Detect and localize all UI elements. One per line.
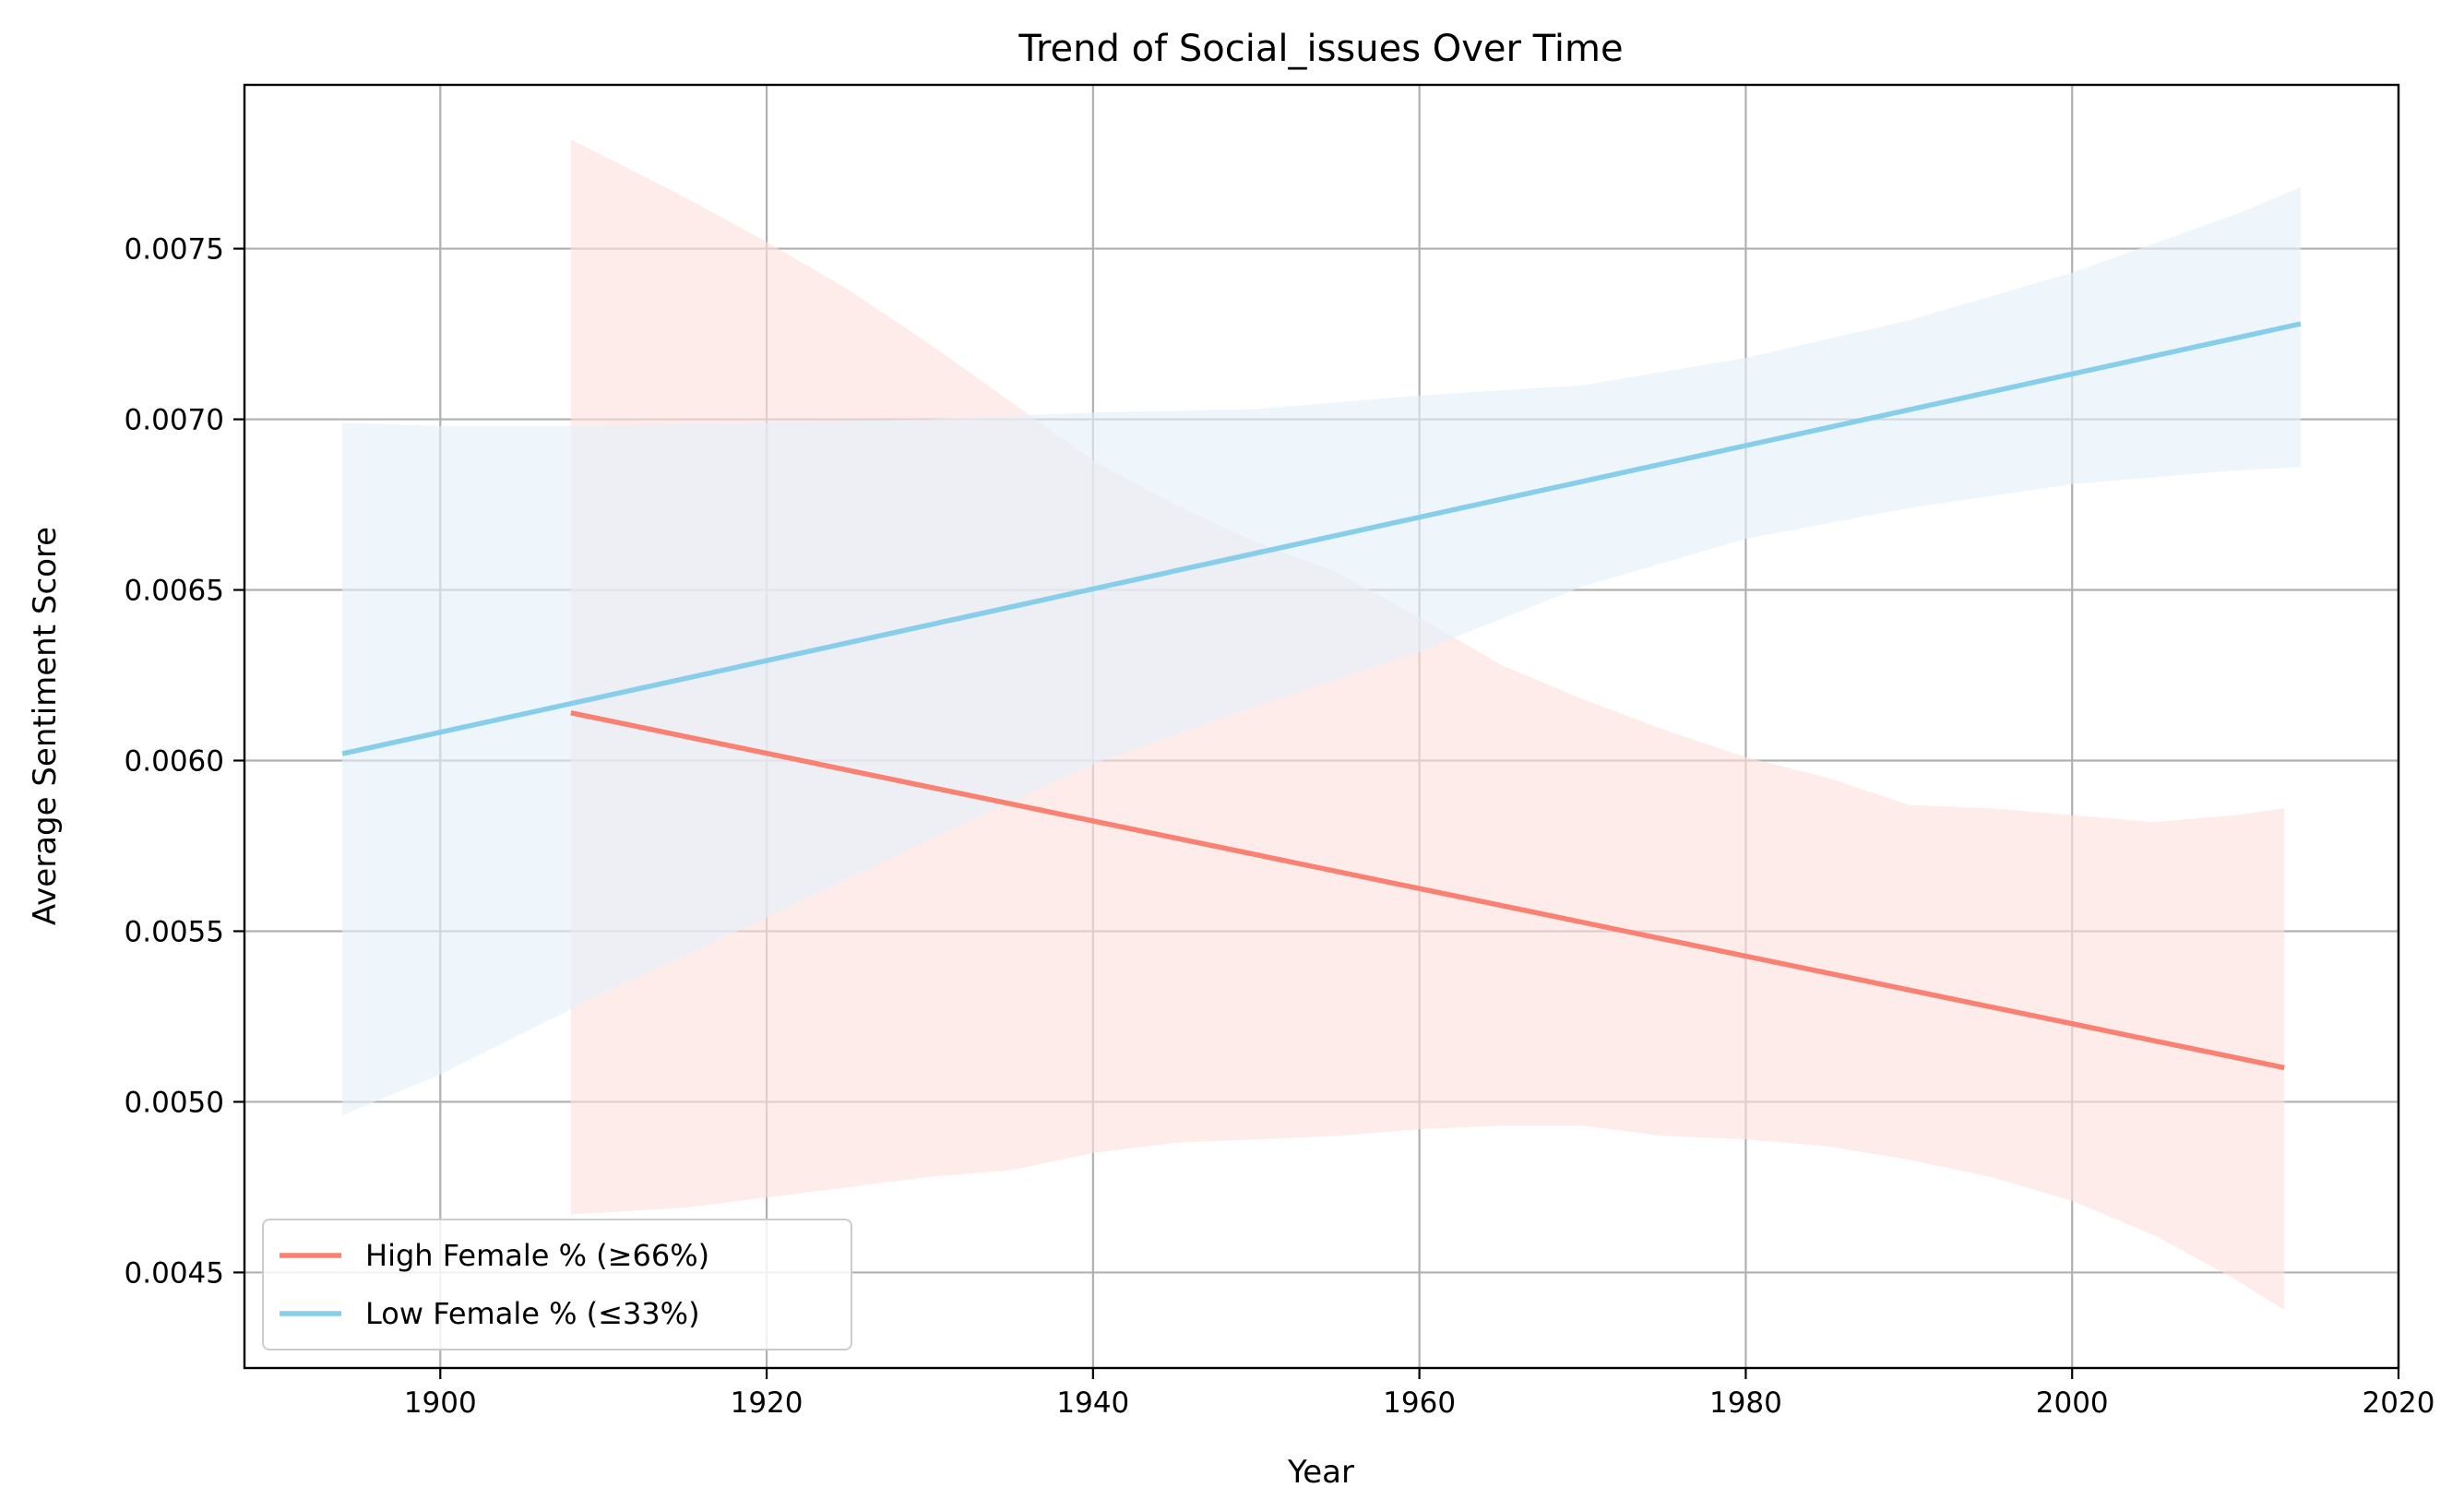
y-tick-label: 0.0060 <box>125 744 224 778</box>
y-tick-label: 0.0065 <box>125 575 224 608</box>
x-tick-label: 2020 <box>2363 1386 2435 1420</box>
chart-title: Trend of Social_issues Over Time <box>1018 28 1623 70</box>
y-tick-label: 0.0075 <box>125 233 224 267</box>
tick-layer: 1900 1920 1940 1960 1980 2000 2020 0.0045 0.0050… <box>125 233 2435 1420</box>
line-layer <box>341 321 2302 1071</box>
confidence-band-2 <box>342 187 2301 1116</box>
band-layer <box>342 139 2301 1311</box>
legend-label: High Female % (≥66%) <box>365 1238 709 1273</box>
x-tick-label: 1960 <box>1383 1386 1456 1420</box>
x-tick-label: 1900 <box>404 1386 477 1420</box>
legend-box <box>262 1219 852 1350</box>
legend: High Female % (≥66%) Low Female % (≤33%) <box>262 1219 852 1350</box>
y-tick-label: 0.0050 <box>125 1086 224 1119</box>
x-axis-label: Year <box>1287 1454 1354 1491</box>
y-axis-label: Average Sentiment Score <box>27 527 64 925</box>
x-tick-label: 1920 <box>731 1386 803 1420</box>
legend-label: Low Female % (≤33%) <box>365 1296 700 1331</box>
plot-frame <box>243 83 2400 1370</box>
x-tick-label: 2000 <box>2036 1386 2109 1420</box>
trend-line-2 <box>341 321 2302 756</box>
x-tick-label: 1940 <box>1056 1386 1129 1420</box>
y-tick-label: 0.0070 <box>125 404 224 437</box>
y-tick-label: 0.0055 <box>125 915 224 948</box>
x-tick-label: 1980 <box>1709 1386 1782 1420</box>
trend-line-1 <box>570 710 2285 1071</box>
y-tick-label: 0.0045 <box>125 1256 224 1290</box>
